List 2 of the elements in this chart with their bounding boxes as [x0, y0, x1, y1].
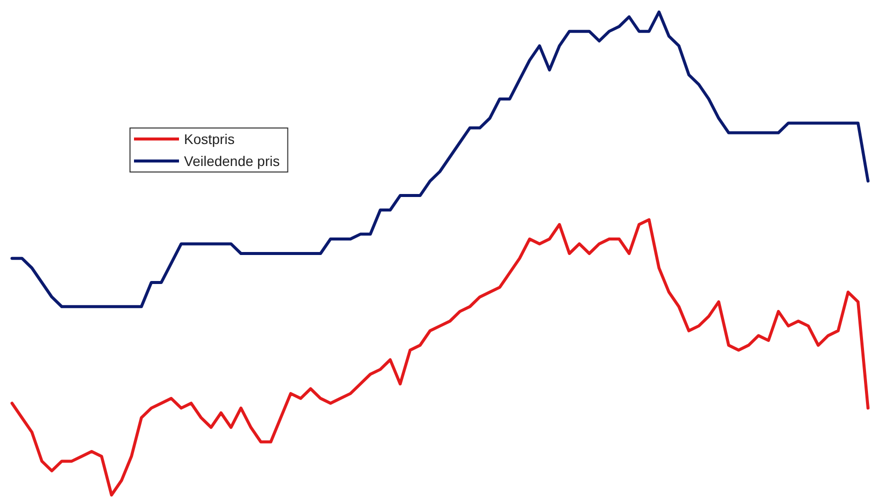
legend-label: Kostpris: [184, 131, 235, 147]
legend-label: Veiledende pris: [184, 153, 280, 169]
